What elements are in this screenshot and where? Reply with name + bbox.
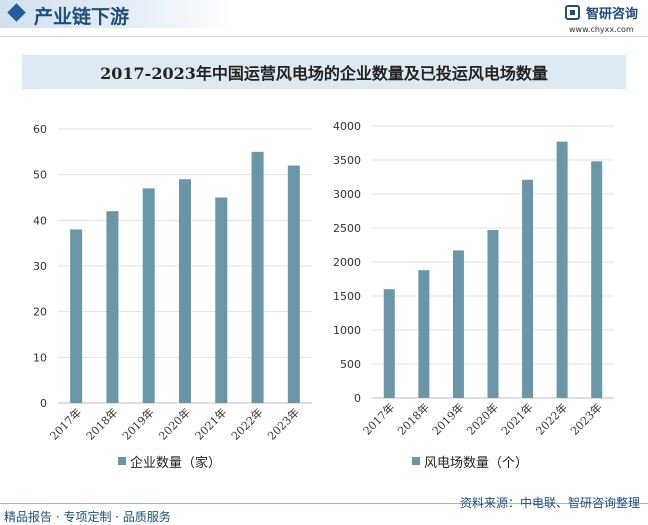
legend-label: 企业数量（家）	[130, 455, 221, 471]
y-tick-label: 0	[40, 397, 47, 410]
bar-6	[251, 151, 264, 403]
bar-3	[452, 250, 464, 398]
header-divider	[0, 36, 648, 37]
legend-swatch	[412, 457, 420, 465]
source-note: 资料来源：中电联、智研咨询整理	[459, 496, 640, 510]
y-tick-label: 500	[340, 358, 361, 371]
bar-6	[556, 141, 568, 398]
header: 产业链下游 智研咨询 www.chyxx.com	[0, 0, 648, 36]
brand-name: 智研咨询	[586, 7, 639, 22]
x-tick-label: 2019年	[119, 405, 156, 442]
y-tick-label: 10	[33, 351, 47, 364]
y-tick-label: 60	[33, 123, 47, 136]
y-tick-label: 2500	[333, 222, 361, 235]
bar-5	[522, 179, 534, 398]
footer-tagline: 精品报告 · 专项定制 · 品质服务	[4, 510, 171, 524]
x-tick-label: 2017年	[360, 400, 397, 437]
x-tick-label: 2020年	[464, 400, 501, 437]
y-tick-label: 50	[33, 169, 47, 182]
bar-7	[591, 161, 603, 398]
bar-7	[287, 165, 300, 403]
x-tick-label: 2018年	[395, 400, 432, 437]
x-tick-label: 2023年	[265, 405, 302, 442]
bar-2	[106, 211, 119, 403]
bar-4	[179, 179, 191, 403]
header-band	[0, 0, 232, 28]
y-tick-label: 1500	[333, 290, 361, 303]
legend-swatch	[118, 457, 126, 465]
brand-url: www.chyxx.com	[569, 25, 634, 34]
bar-3	[142, 188, 155, 403]
bar-4	[487, 230, 499, 398]
y-tick-label: 0	[354, 392, 361, 405]
y-tick-label: 3500	[333, 154, 361, 167]
y-tick-label: 1000	[333, 324, 361, 337]
bar-2	[418, 270, 430, 398]
bar-5	[215, 197, 228, 403]
y-tick-label: 20	[33, 306, 47, 319]
x-tick-label: 2021年	[498, 400, 535, 437]
section-title: 产业链下游	[34, 6, 130, 28]
bar-1	[383, 289, 395, 398]
footer-divider	[0, 503, 648, 504]
x-tick-label: 2022年	[533, 400, 570, 437]
y-tick-label: 30	[33, 260, 47, 273]
chart-title: 2017-2023年中国运营风电场的企业数量及已投运风电场数量	[100, 64, 548, 83]
x-tick-label: 2019年	[429, 400, 466, 437]
x-tick-label: 2022年	[228, 405, 265, 442]
y-tick-label: 2000	[333, 256, 361, 269]
y-tick-label: 3000	[333, 188, 361, 201]
y-tick-label: 4000	[333, 120, 361, 133]
chart-title-box: 2017-2023年中国运营风电场的企业数量及已投运风电场数量	[22, 55, 626, 89]
x-tick-label: 2018年	[83, 405, 120, 442]
x-tick-label: 2023年	[567, 400, 604, 437]
y-tick-label: 40	[33, 214, 47, 227]
x-tick-label: 2021年	[192, 405, 229, 442]
x-tick-label: 2020年	[156, 405, 193, 442]
bar-1	[70, 229, 83, 403]
legend-label: 风电场数量（个）	[424, 456, 528, 471]
brand-logo-icon	[565, 5, 580, 20]
x-tick-label: 2017年	[47, 405, 84, 442]
